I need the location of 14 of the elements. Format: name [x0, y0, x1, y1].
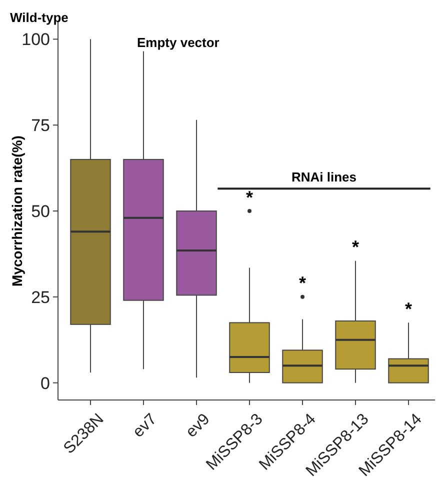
y-tick-label: 25 [31, 288, 50, 307]
annotation: RNAi lines [291, 170, 357, 185]
annotation: * [352, 237, 360, 258]
y-tick-label: 75 [31, 116, 50, 136]
y-axis-title: Mycorrhization rate(%) [9, 136, 25, 286]
annotation: * [404, 298, 412, 319]
y-tick-label: 50 [31, 202, 50, 221]
annotation: * [298, 273, 306, 294]
annotation: Empty vector [137, 35, 220, 50]
y-tick-label: 0 [40, 374, 50, 393]
annotation: Wild-type [10, 10, 68, 25]
annotation: * [246, 187, 254, 208]
y-tick-label: 100 [22, 30, 50, 50]
x-tick-label: ev7 [130, 410, 160, 441]
